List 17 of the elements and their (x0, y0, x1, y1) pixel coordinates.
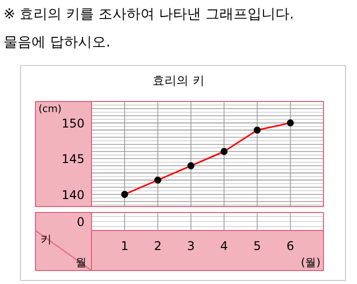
x-tick-label: 5 (253, 239, 262, 253)
x-tick-label: 4 (220, 239, 228, 253)
y-axis-title: (cm) (38, 104, 62, 115)
text: 물음에 답하시오. (4, 34, 110, 50)
y-tick-label: 145 (62, 152, 84, 166)
text: 키 (40, 233, 52, 246)
x-tick-label: 3 (187, 239, 195, 253)
text: 0 (76, 215, 85, 229)
y-tick-label: 140 (62, 188, 84, 202)
y-tick-label: 150 (62, 116, 84, 130)
x-tick-label: 6 (286, 239, 294, 253)
x-axis-title: (월) (300, 256, 321, 269)
chart-title: 효리의 키 (152, 74, 204, 88)
text: ※ 효리의 키를 조사하여 나타낸 그래프입니다. (4, 6, 294, 22)
text: 월 (76, 256, 86, 269)
x-tick-label: 2 (154, 239, 162, 253)
x-tick-label: 1 (120, 239, 128, 253)
